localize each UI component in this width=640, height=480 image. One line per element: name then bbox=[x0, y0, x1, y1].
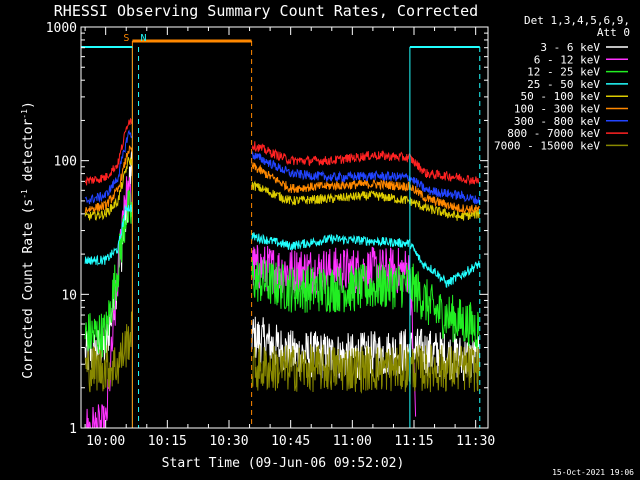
series-line-6 bbox=[84, 145, 480, 214]
chart-title: RHESSI Observing Summary Count Rates, Co… bbox=[54, 2, 478, 20]
ylabel-main: Corrected Count Rate (s bbox=[21, 199, 36, 379]
y-tick-label-1: 1 bbox=[69, 422, 77, 437]
x-tick-label-4: 10:45 bbox=[271, 434, 310, 449]
legend-attenuator: Att 0 bbox=[597, 26, 630, 39]
axes: 1 10 100 1000 10:00 10:15 10:30 10:45 11:00 11:15… bbox=[46, 21, 496, 449]
plot-frame bbox=[80, 26, 489, 429]
series-line-4 bbox=[84, 204, 480, 289]
legend-detectors: Det 1,3,4,5,6,9, bbox=[524, 14, 630, 27]
ylabel-mid: detector bbox=[21, 119, 36, 190]
x-tick-label-6: 11:15 bbox=[394, 434, 433, 449]
ylabel-end: ) bbox=[21, 101, 36, 109]
legend-label-4: 25 - 50 keV bbox=[527, 78, 600, 91]
y-tick-label-4: 1000 bbox=[46, 21, 77, 36]
x-tick-label-2: 10:15 bbox=[148, 434, 187, 449]
legend-header: Det 1,3,4,5,6,9, Att 0 bbox=[524, 14, 630, 39]
series-line-9 bbox=[84, 311, 480, 394]
x-tick-label-3: 10:30 bbox=[209, 434, 248, 449]
legend-label-8: 800 - 7000 keV bbox=[507, 127, 600, 140]
series-line-8 bbox=[84, 117, 480, 186]
legend-label-6: 100 - 300 keV bbox=[514, 103, 600, 116]
legend-label-9: 7000 - 15000 keV bbox=[494, 139, 600, 152]
legend-label-3: 12 - 25 keV bbox=[527, 66, 600, 79]
annotation-n: N bbox=[141, 33, 147, 44]
series-line-3 bbox=[84, 189, 480, 359]
x-tick-label-7: 11:30 bbox=[456, 434, 495, 449]
footer-date: 15-Oct-2021 19:06 bbox=[552, 468, 634, 477]
series-line-7 bbox=[84, 129, 480, 205]
y-tick-label-3: 100 bbox=[54, 155, 77, 170]
legend-label-7: 300 - 800 keV bbox=[514, 115, 600, 128]
ylabel-sup1: -1 bbox=[20, 189, 29, 199]
x-tick-label-1: 10:00 bbox=[86, 434, 125, 449]
y-tick-label-2: 10 bbox=[61, 288, 77, 303]
ylabel-sup2: -1 bbox=[20, 109, 29, 119]
y-axis-label: Corrected Count Rate (s-1 detector-1) bbox=[20, 101, 36, 379]
legend-label-5: 50 - 100 keV bbox=[521, 90, 601, 103]
x-tick-label-5: 11:00 bbox=[333, 434, 372, 449]
x-axis-label: Start Time (09-Jun-06 09:52:02) bbox=[162, 456, 405, 471]
legend-label-2: 6 - 12 keV bbox=[534, 53, 601, 66]
legend-label-1: 3 - 6 keV bbox=[540, 41, 600, 54]
series-line-5 bbox=[84, 156, 480, 221]
annotation-s: S bbox=[123, 33, 129, 44]
